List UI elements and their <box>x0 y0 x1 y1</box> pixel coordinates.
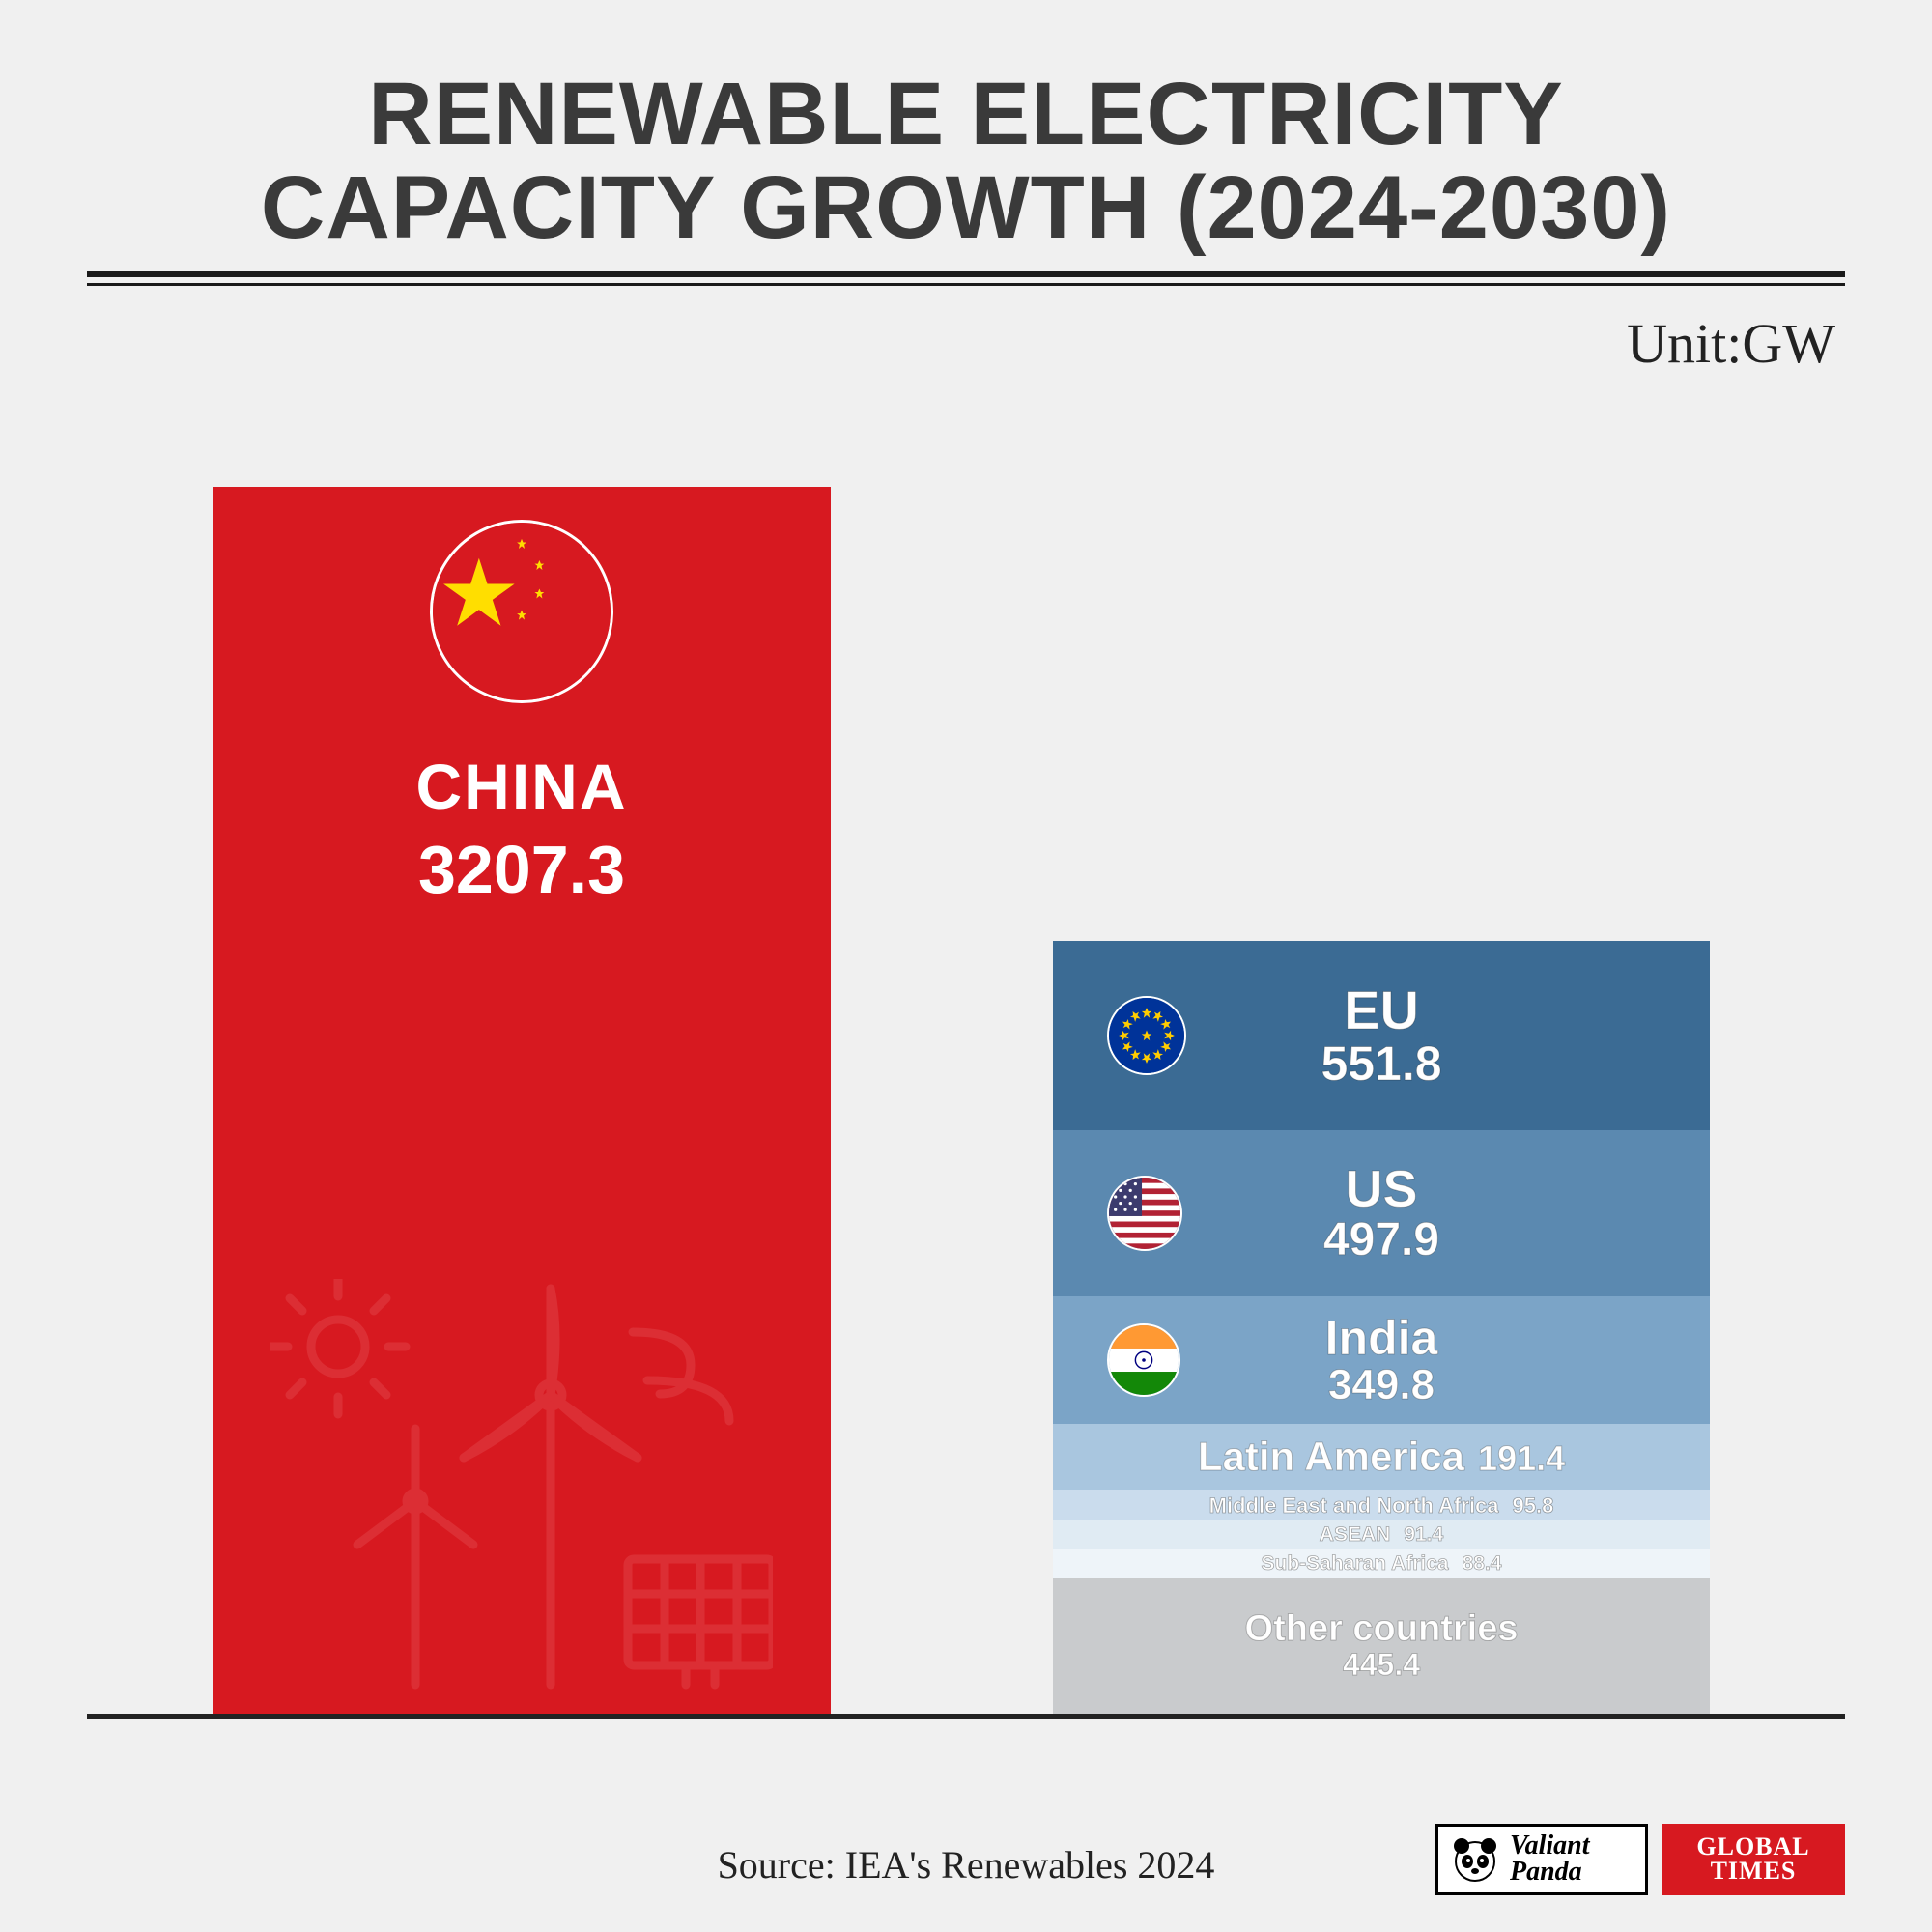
segment-india: India349.8 <box>1053 1296 1710 1424</box>
segment-asean-value: 91.4 <box>1404 1524 1443 1546</box>
chart-baseline <box>87 1714 1845 1719</box>
segment-other: Other countries445.4 <box>1053 1578 1710 1714</box>
eu-flag-icon <box>1107 996 1186 1075</box>
bar-stack-rest: Other countries445.4 Sub-Saharan Africa 88… <box>1053 941 1710 1714</box>
logos: Valiant Panda GLOBAL TIMES <box>1435 1824 1845 1895</box>
unit-label: Unit:GW <box>87 311 1845 376</box>
chart-area: CHINA 3207.3 <box>87 414 1845 1719</box>
us-flag-icon <box>1107 1176 1182 1251</box>
segment-latam-value: 191.4 <box>1478 1440 1565 1477</box>
segment-mena-label: Middle East and North Africa <box>1209 1494 1499 1517</box>
title-line-1: RENEWABLE ELECTRICITY <box>87 68 1845 161</box>
segment-eu-value: 551.8 <box>1321 1038 1441 1090</box>
segment-us-label: US <box>1345 1162 1417 1217</box>
segment-mena-value: 95.8 <box>1513 1494 1554 1517</box>
footer: Source: IEA's Renewables 2024 Valiant Pa… <box>87 1842 1845 1888</box>
segment-india-value: 349.8 <box>1328 1363 1435 1407</box>
valiant-panda-label-1: Valiant <box>1510 1833 1589 1860</box>
bar-china: CHINA 3207.3 <box>213 487 831 1714</box>
title-line-2: CAPACITY GROWTH (2024-2030) <box>87 161 1845 255</box>
segment-other-label: Other countries <box>1245 1610 1519 1649</box>
india-flag-icon <box>1107 1323 1180 1397</box>
segment-latam: Latin America 191.4 <box>1053 1424 1710 1490</box>
segment-us: US497.9 <box>1053 1130 1710 1296</box>
valiant-panda-label-2: Panda <box>1510 1860 1589 1886</box>
segment-india-label: India <box>1325 1313 1438 1364</box>
segment-latam-label: Latin America <box>1198 1435 1464 1478</box>
segment-eu-label: EU <box>1344 982 1419 1039</box>
segment-mena: Middle East and North Africa 95.8 <box>1053 1490 1710 1520</box>
china-value: 3207.3 <box>418 831 625 908</box>
valiant-panda-logo: Valiant Panda <box>1435 1824 1648 1895</box>
segment-asean: ASEAN 91.4 <box>1053 1520 1710 1549</box>
segment-ssa: Sub-Saharan Africa 88.4 <box>1053 1549 1710 1578</box>
renewable-art-icon <box>213 1279 831 1694</box>
china-flag-icon <box>430 520 613 703</box>
segment-ssa-value: 88.4 <box>1463 1553 1502 1575</box>
segment-ssa-label: Sub-Saharan Africa <box>1262 1553 1449 1575</box>
panda-icon <box>1448 1833 1502 1887</box>
china-label: CHINA <box>416 750 628 823</box>
segment-us-value: 497.9 <box>1323 1216 1439 1264</box>
page-title: RENEWABLE ELECTRICITY CAPACITY GROWTH (2… <box>87 68 1845 254</box>
global-times-label-2: TIMES <box>1696 1860 1809 1884</box>
title-rule <box>87 271 1845 286</box>
global-times-logo: GLOBAL TIMES <box>1662 1824 1845 1895</box>
segment-other-value: 445.4 <box>1343 1649 1420 1682</box>
segment-eu: EU551.8 <box>1053 941 1710 1130</box>
segment-asean-label: ASEAN <box>1320 1524 1391 1546</box>
